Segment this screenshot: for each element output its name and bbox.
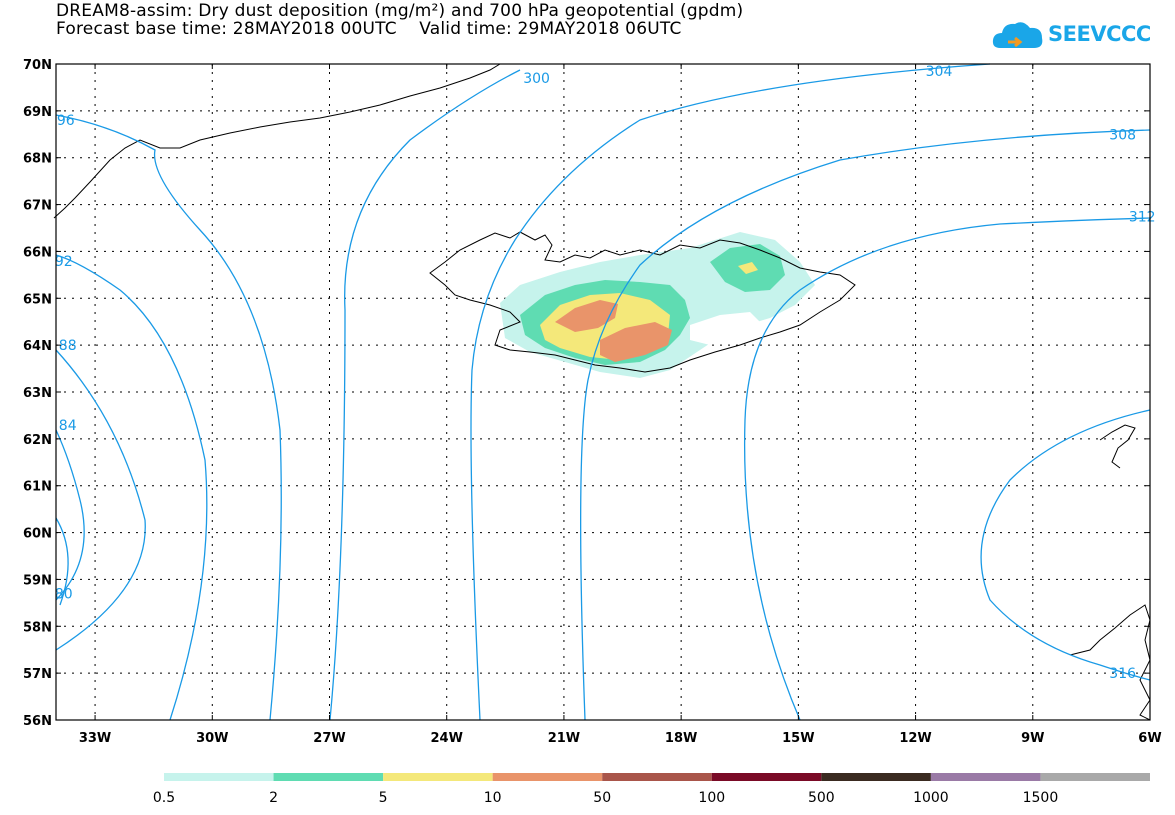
- lon-label: 24W: [430, 731, 462, 746]
- iceland-coastline: [429, 231, 856, 373]
- legend-label: 100: [698, 790, 725, 806]
- seevccc-logo-text: SEEVCCC: [1048, 22, 1151, 46]
- lat-label: 66N: [23, 245, 52, 260]
- lat-label: 63N: [23, 386, 52, 401]
- legend-swatch: [492, 773, 603, 781]
- shetland-coastline: [1099, 424, 1136, 469]
- contour-304: [470, 63, 991, 721]
- legend-label: 5: [379, 790, 388, 806]
- dust-area-10a: [555, 300, 618, 332]
- geopotential-contours: [55, 63, 1151, 721]
- lat-label: 57N: [23, 667, 52, 682]
- latitude-labels: 70N 69N 68N 67N 66N 65N 64N 63N 62N 61N 60N 59N 58N 5…: [23, 58, 52, 729]
- contour-288: [55, 349, 146, 651]
- color-legend: 0.5 2 5 10 50 100 500 1000 1500: [153, 773, 1150, 806]
- lon-label: 21W: [548, 731, 580, 746]
- legend-swatch: [383, 773, 493, 781]
- contour-284: [55, 429, 85, 601]
- lat-label: 60N: [23, 527, 52, 542]
- legend-label: 2: [269, 790, 278, 806]
- contour-label: 92: [55, 254, 73, 270]
- lat-label: 56N: [23, 714, 52, 729]
- dust-area-10b: [600, 322, 672, 362]
- lat-label: 64N: [23, 339, 52, 354]
- contour-label: 304: [926, 64, 953, 80]
- legend-label: 10: [484, 790, 502, 806]
- contour-label: 80: [55, 586, 73, 602]
- legend-label: 1500: [1023, 790, 1059, 806]
- lat-label: 58N: [23, 620, 52, 635]
- lat-label: 69N: [23, 105, 52, 120]
- lon-label: 6W: [1138, 731, 1161, 746]
- legend-swatch: [930, 773, 1041, 781]
- seevccc-cloud-icon: [992, 22, 1043, 48]
- lat-label: 65N: [23, 292, 52, 307]
- map-grid: [56, 64, 1150, 720]
- norway-coastline: [1069, 604, 1151, 721]
- lon-label: 27W: [313, 731, 345, 746]
- legend-label: 50: [593, 790, 611, 806]
- contour-label: 300: [523, 71, 550, 87]
- chart-subtitle: Forecast base time: 28MAY2018 00UTC Vali…: [56, 19, 682, 39]
- contour-label: 96: [57, 113, 75, 129]
- chart-title: DREAM8-assim: Dry dust deposition (mg/m²…: [56, 1, 744, 21]
- contour-label: 308: [1109, 127, 1136, 143]
- lon-label: 9W: [1021, 731, 1044, 746]
- legend-swatch: [711, 773, 822, 781]
- lon-label: 15W: [782, 731, 814, 746]
- dust-area-0.5-white: [690, 312, 760, 345]
- legend-swatch: [1040, 773, 1150, 781]
- lon-label: 30W: [196, 731, 228, 746]
- legend-label: 0.5: [153, 790, 175, 806]
- contour-label: 316: [1109, 666, 1136, 682]
- contour-312: [743, 217, 1151, 721]
- lat-label: 62N: [23, 433, 52, 448]
- lat-label: 59N: [23, 573, 52, 588]
- lon-label: 12W: [899, 731, 931, 746]
- contour-label: 84: [59, 418, 77, 434]
- contour-label: 312: [1129, 209, 1156, 225]
- lat-label: 61N: [23, 480, 52, 495]
- legend-label: 500: [808, 790, 835, 806]
- contour-300: [329, 69, 521, 721]
- contour-280: [55, 517, 69, 606]
- lon-label: 33W: [79, 731, 111, 746]
- contour-label: 88: [59, 338, 77, 354]
- contour-296: [55, 114, 282, 721]
- legend-swatch: [602, 773, 712, 781]
- dust-deposition-field: [500, 232, 815, 378]
- dust-area-5b: [738, 262, 758, 274]
- legend-swatch: [821, 773, 931, 781]
- contour-316: [980, 409, 1151, 681]
- lat-label: 68N: [23, 152, 52, 167]
- lat-label: 67N: [23, 199, 52, 214]
- legend-swatch: [273, 773, 384, 781]
- contour-308: [580, 129, 1151, 721]
- contour-292: [55, 254, 208, 721]
- contour-labels: 300 304 308 312 316 96 92 88 84 80: [55, 64, 1156, 682]
- greenland-coastline: [53, 63, 501, 219]
- legend-label: 1000: [913, 790, 949, 806]
- legend-swatch: [164, 773, 274, 781]
- axis-ticks: [56, 63, 1151, 721]
- lon-label: 18W: [665, 731, 697, 746]
- longitude-labels: 33W 30W 27W 24W 21W 18W 15W 12W 9W 6W: [79, 731, 1162, 746]
- lat-label: 70N: [23, 58, 52, 73]
